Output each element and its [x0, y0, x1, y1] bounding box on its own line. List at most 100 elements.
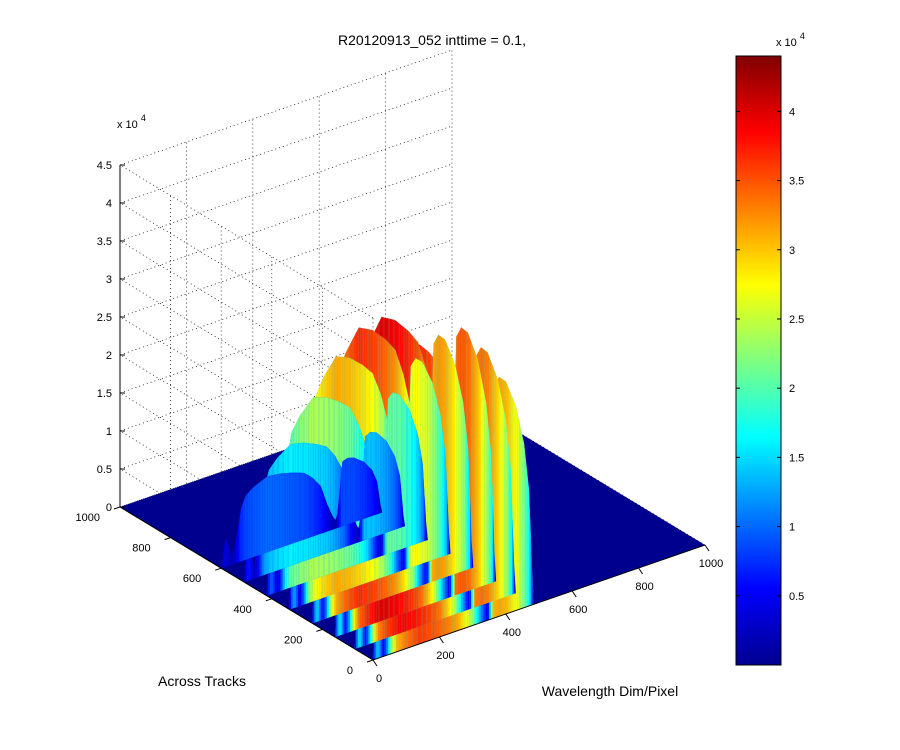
surface-strip-0-80: [247, 491, 250, 559]
surface-strip-0-40: [234, 540, 237, 564]
surface-strip-2-435: [411, 414, 413, 546]
surface-strip-2-0: [266, 566, 269, 596]
surface-strip-0-395: [352, 457, 354, 523]
surface-strip-1-455: [395, 456, 397, 530]
surface-strip-1-440: [390, 447, 392, 532]
surface-strip-6-430: [497, 378, 500, 600]
surface-strip-0-400: [354, 457, 356, 523]
surface-strip-7-455: [524, 443, 526, 608]
surface-strip-0-95: [252, 486, 255, 558]
surface-strip-1-255: [328, 448, 331, 553]
surface-strip-0-35: [232, 546, 235, 565]
z-tick-label-1: 0.5: [97, 464, 112, 476]
surface-strip-1-470: [400, 476, 402, 528]
z-multiplier-exponent: 4: [141, 113, 146, 123]
surface-strip-1-260: [330, 450, 332, 553]
surface-strip-0-275: [312, 477, 315, 537]
y-tick-label-1: 200: [284, 634, 302, 646]
z-tick-label-5: 2.5: [97, 312, 112, 324]
surface-strip-0-105: [256, 483, 258, 557]
surface-strip-0-340: [334, 518, 336, 530]
surface-strip-5-415: [472, 346, 475, 590]
surface-strip-0-25: [229, 551, 232, 566]
surface-strip-0-150: [271, 475, 273, 551]
colorbar-multiplier: x 10 4: [776, 31, 805, 49]
surface-strip-0-205: [289, 472, 291, 545]
colorbar-tick-label-6: 3.5: [789, 176, 804, 188]
surface-strip-0-460: [373, 474, 376, 516]
z-gridline-8: [119, 87, 453, 357]
surface-strip-0-330: [330, 512, 333, 531]
surface-strip-7-460: [525, 458, 528, 608]
surface-strip-7-475: [530, 533, 533, 606]
surface-strip-0-100: [254, 485, 257, 557]
surface-strip-0-115: [259, 481, 261, 555]
surface-strip-1-480: [403, 514, 405, 527]
surface-strip-5-480: [494, 551, 497, 582]
surface-strip-0-185: [282, 473, 285, 547]
surface-strip-0-235: [299, 472, 301, 542]
surface-strip-7-465: [527, 474, 529, 607]
surface-strip-4-455: [463, 403, 465, 571]
colorbar-tick-label-7: 4: [789, 106, 795, 118]
y-tick-1: [316, 628, 323, 632]
surface-strip-6-455: [505, 419, 508, 597]
surface-strip-7-450: [522, 435, 525, 609]
x-tick-label-1: 200: [436, 650, 454, 662]
surface-strip-0-30: [231, 552, 233, 565]
surface-strip-0-375: [345, 458, 348, 526]
surface-strip-0-270: [310, 476, 313, 538]
surface-strip-0-300: [320, 486, 323, 534]
surface-strip-1-430: [386, 441, 389, 533]
x-tick-label-4: 800: [635, 581, 653, 593]
surface-strip-0-200: [287, 472, 290, 546]
z-tick-label-6: 3: [106, 274, 112, 286]
x-tick-label-5: 1000: [699, 558, 723, 570]
surface-strip-2-465: [421, 454, 423, 543]
surface-strip-0-425: [362, 461, 364, 520]
surface-strip-5-435: [479, 368, 482, 587]
surface-strip-3-475: [447, 492, 449, 555]
y-tick-label-4: 800: [132, 543, 150, 555]
surface-strip-1-250: [327, 446, 329, 554]
surface-strip-6-425: [495, 374, 498, 601]
x-axis-line: [372, 544, 706, 661]
surface-strip-0-285: [315, 481, 318, 536]
surface-strip-3-445: [437, 401, 439, 559]
surface-strip-0-355: [339, 479, 341, 528]
chart-title: R20120913_052 inttime = 0.1,: [338, 32, 526, 48]
surface-strip-0-215: [292, 472, 295, 544]
surface-strip-7-480: [532, 577, 534, 605]
surface-strip-6-450: [504, 411, 506, 598]
x-axis-label: Wavelength Dim/Pixel: [542, 683, 678, 699]
surface-strip-3-420: [429, 375, 431, 562]
surface-strip-0-280: [314, 479, 316, 536]
surface-strip-0-365: [342, 460, 344, 527]
surface-strip-4-425: [453, 360, 455, 575]
surface-strip-5-455: [486, 402, 488, 585]
surface-strip-4-410: [448, 347, 451, 577]
surface: [120, 316, 705, 660]
surface-strip-0-190: [284, 473, 286, 547]
surface-strip-6-475: [512, 517, 515, 595]
x-tick-label-2: 400: [503, 627, 521, 639]
surface-strip-0-480: [380, 505, 383, 513]
surface-strip-0-370: [344, 459, 346, 526]
y-tick-4: [164, 537, 171, 541]
surface-strip-0-445: [368, 466, 371, 517]
y-tick-label-2: 400: [233, 604, 251, 616]
z-multiplier: x 10 4: [117, 113, 146, 131]
surface-strip-3-465: [443, 441, 446, 556]
surface-strip-0-110: [257, 482, 260, 556]
surface-strip-0-70: [244, 495, 247, 561]
z-tick-label-4: 2: [106, 350, 112, 362]
surface-strip-0-155: [272, 474, 275, 551]
surface-strip-2-340: [379, 531, 382, 557]
surface-strip-2-415: [404, 402, 407, 548]
surface-strip-0-90: [251, 488, 253, 558]
surface-strip-0-60: [241, 503, 243, 562]
surface-strip-4-445: [460, 387, 462, 573]
z-tick-label-2: 1: [106, 426, 112, 438]
y-tick-label-0: 0: [347, 665, 353, 677]
surface-strip-6-480: [514, 564, 516, 594]
